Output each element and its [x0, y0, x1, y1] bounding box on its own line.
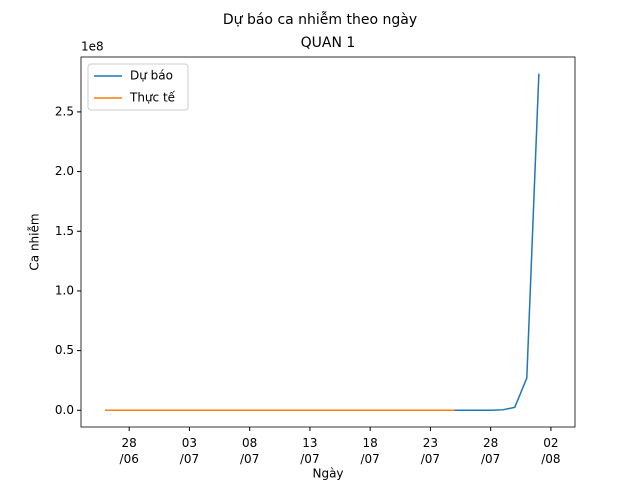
y-tick-label: 2.5 [55, 104, 74, 118]
y-offset-label: 1e8 [81, 40, 104, 54]
y-tick-label: 2.0 [55, 164, 74, 178]
y-tick-label: 0.0 [55, 403, 74, 417]
y-axis-label: Ca nhiễm [28, 213, 42, 270]
x-tick-label: 08/07 [240, 436, 259, 466]
chart-title: Dự báo ca nhiễm theo ngày [223, 11, 417, 28]
y-tick-label: 1.0 [55, 283, 74, 297]
x-tick-label: 03/07 [180, 436, 199, 466]
x-axis-label: Ngày [312, 467, 343, 480]
legend-label: Thực tế [129, 91, 176, 105]
x-tick-label: 28/06 [120, 436, 139, 466]
y-tick-label: 0.5 [55, 343, 74, 357]
y-tick-label: 1.5 [55, 224, 74, 238]
x-tick-label: 23/07 [421, 436, 440, 466]
x-tick-label: 02/08 [541, 436, 560, 466]
x-tick-label: 28/07 [481, 436, 500, 466]
series-line [105, 73, 540, 412]
x-tick-label: 18/07 [361, 436, 380, 466]
chart-subtitle: QUAN 1 [301, 35, 356, 51]
plot-frame [80, 56, 576, 428]
legend-label: Dự báo [130, 69, 173, 83]
x-tick-label: 13/07 [300, 436, 319, 466]
